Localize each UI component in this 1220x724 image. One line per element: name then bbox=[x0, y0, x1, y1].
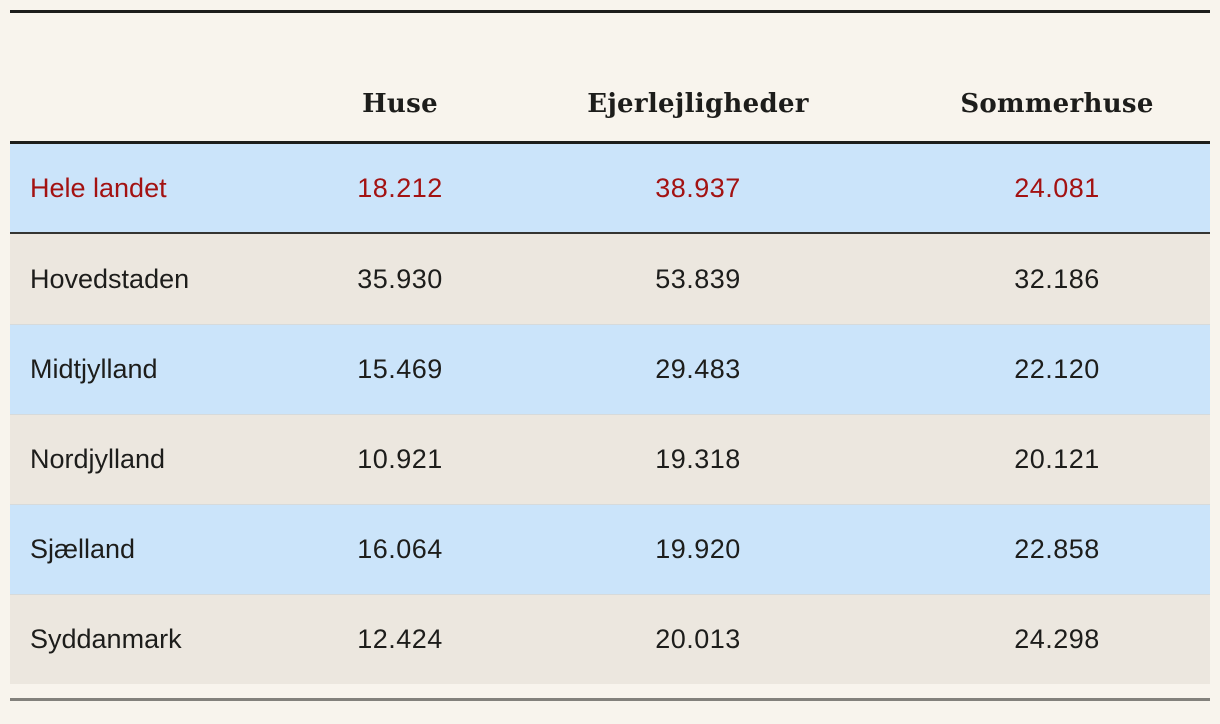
column-header-ejerlejligheder: Ejerlejligheder bbox=[587, 89, 809, 119]
cell-sommerhuse: 22.120 bbox=[1014, 354, 1100, 384]
table-row: Hovedstaden 35.930 53.839 32.186 bbox=[10, 234, 1210, 324]
row-label: Sjælland bbox=[30, 534, 136, 564]
table-row: Sjælland 16.064 19.920 22.858 bbox=[10, 504, 1210, 594]
cell-ejerlejligheder: 29.483 bbox=[655, 354, 741, 384]
cell-ejerlejligheder: 53.839 bbox=[655, 263, 741, 294]
cell-ejerlejligheder: 19.920 bbox=[655, 534, 741, 564]
table-header-row: Huse Ejerlejligheder Sommerhuse bbox=[10, 13, 1210, 141]
column-header-huse: Huse bbox=[362, 89, 438, 119]
cell-ejerlejligheder: 38.937 bbox=[655, 172, 741, 203]
table-row: Syddanmark 12.424 20.013 24.298 bbox=[10, 594, 1210, 684]
cell-huse: 12.424 bbox=[357, 624, 443, 654]
row-label: Midtjylland bbox=[30, 354, 158, 384]
cell-huse: 18.212 bbox=[357, 172, 443, 203]
row-label: Hele landet bbox=[30, 172, 167, 203]
table-body: Hele landet 18.212 38.937 24.081 Hovedst… bbox=[10, 144, 1210, 684]
cell-sommerhuse: 24.298 bbox=[1014, 624, 1100, 654]
row-label: Hovedstaden bbox=[30, 263, 190, 294]
cell-sommerhuse: 22.858 bbox=[1014, 534, 1100, 564]
table-bottom-rule bbox=[10, 698, 1210, 701]
row-label: Nordjylland bbox=[30, 444, 166, 474]
cell-sommerhuse: 24.081 bbox=[1014, 172, 1100, 203]
cell-ejerlejligheder: 20.013 bbox=[655, 624, 741, 654]
table-row: Hele landet 18.212 38.937 24.081 bbox=[10, 144, 1210, 234]
cell-huse: 16.064 bbox=[357, 534, 443, 564]
table-row: Midtjylland 15.469 29.483 22.120 bbox=[10, 324, 1210, 414]
cell-huse: 10.921 bbox=[357, 444, 443, 474]
table-row: Nordjylland 10.921 19.318 20.121 bbox=[10, 414, 1210, 504]
cell-ejerlejligheder: 19.318 bbox=[655, 444, 741, 474]
cell-sommerhuse: 32.186 bbox=[1014, 263, 1100, 294]
cell-huse: 15.469 bbox=[357, 354, 443, 384]
cell-huse: 35.930 bbox=[357, 263, 443, 294]
cell-sommerhuse: 20.121 bbox=[1014, 444, 1100, 474]
statistics-table: Huse Ejerlejligheder Sommerhuse Hele lan… bbox=[10, 10, 1210, 701]
column-header-sommerhuse: Sommerhuse bbox=[960, 89, 1154, 119]
row-label: Syddanmark bbox=[30, 624, 182, 654]
table-header-rule bbox=[10, 141, 1210, 144]
table-top-rule bbox=[10, 10, 1210, 13]
